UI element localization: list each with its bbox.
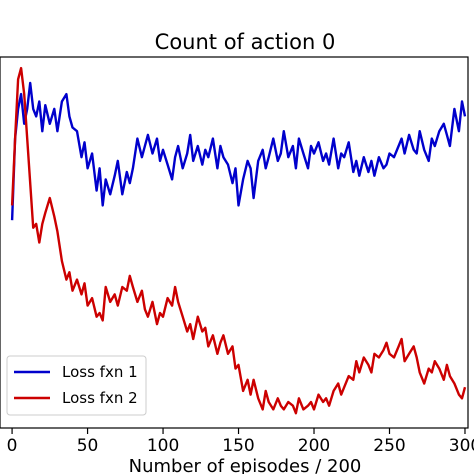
x-tick-label: 250	[373, 436, 405, 456]
x-tick-label: 300	[449, 436, 474, 456]
x-tick-label: 0	[7, 436, 18, 456]
legend-label-loss-fxn-2: Loss fxn 2	[62, 389, 138, 407]
plot-frame	[0, 56, 469, 429]
x-tick-label: 150	[222, 436, 254, 456]
x-tick-label: 200	[298, 436, 330, 456]
x-axis-ticks: 0 50 100 150 200 250 300	[7, 428, 474, 456]
x-axis-label: Number of episodes / 200	[129, 456, 362, 474]
series-line-loss-fxn-2	[10, 66, 467, 415]
legend: Loss fxn 1 Loss fxn 2	[6, 355, 147, 416]
x-tick-label: 100	[147, 436, 179, 456]
series-line-loss-fxn-1	[10, 81, 467, 221]
x-tick-label: 50	[77, 436, 99, 456]
legend-label-loss-fxn-1: Loss fxn 1	[62, 363, 138, 381]
plot-area	[0, 56, 469, 429]
chart-title: Count of action 0	[155, 30, 336, 54]
